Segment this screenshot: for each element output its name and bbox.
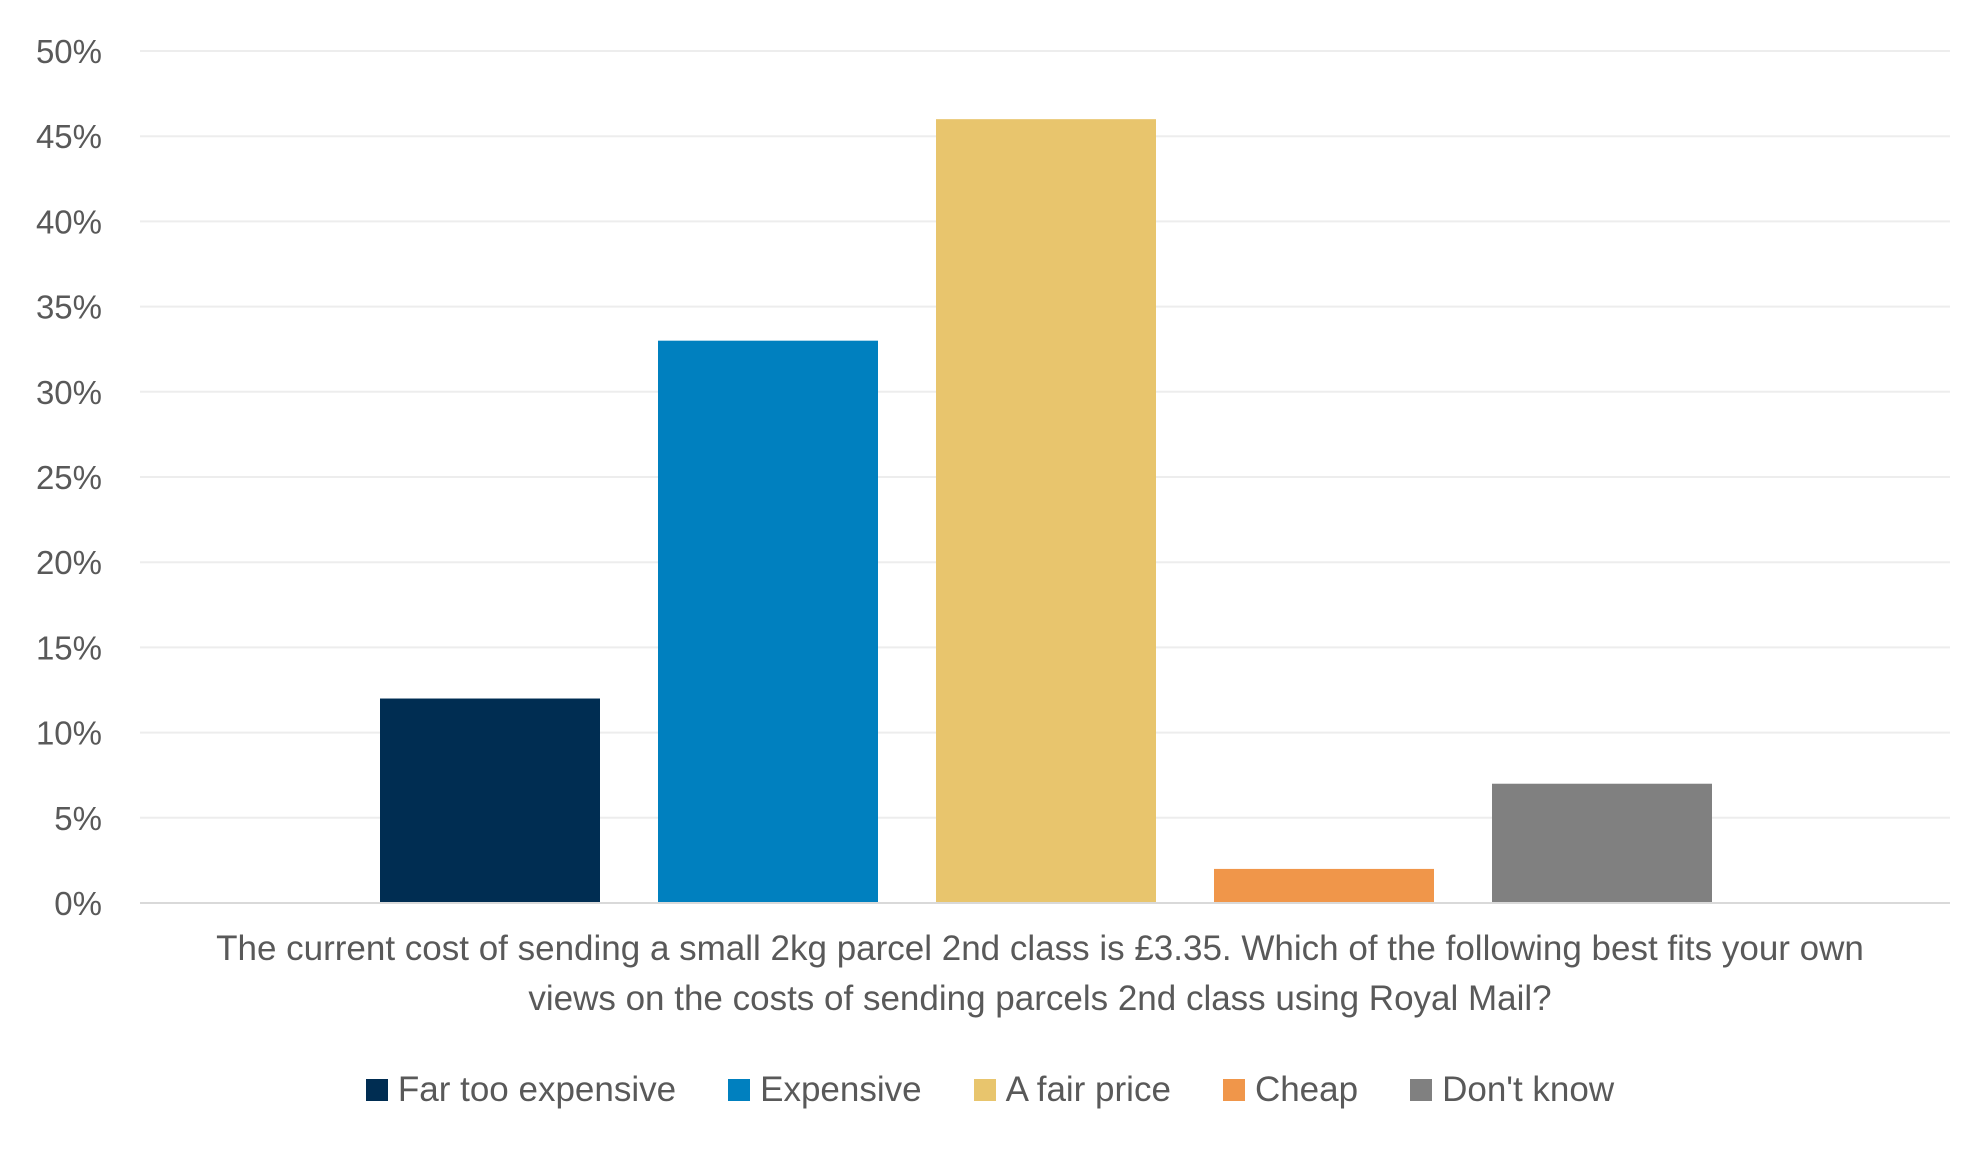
y-tick-label: 50% [36, 33, 102, 70]
y-tick-label: 40% [36, 203, 102, 240]
y-tick-label: 30% [36, 374, 102, 411]
y-tick-label: 45% [36, 118, 102, 155]
legend-swatch [728, 1079, 751, 1101]
legend-swatch [365, 1079, 388, 1101]
legend-label: Don't know [1442, 1070, 1615, 1109]
legend: Far too expensive Expensive A fair price… [0, 1070, 1980, 1110]
y-tick-label: 20% [36, 544, 102, 581]
y-axis-tick-labels: 0% 5% 10% 15% 20% 25% 30% 35% 40% 45% 50% [36, 33, 102, 922]
y-tick-label: 25% [36, 459, 102, 496]
bars [380, 119, 1712, 903]
legend-label: A fair price [1005, 1070, 1171, 1109]
bar-a-fair-price [936, 119, 1156, 903]
bar-don-t-know [1492, 783, 1712, 903]
y-tick-label: 5% [54, 800, 102, 837]
bar-far-too-expensive [380, 698, 600, 903]
legend-item-far-too-expensive: Far too expensive [365, 1070, 677, 1110]
y-tick-label: 15% [36, 629, 102, 666]
bar-expensive [658, 340, 878, 903]
legend-item-dont-know: Don't know [1410, 1070, 1614, 1110]
legend-item-cheap: Cheap [1222, 1070, 1359, 1110]
legend-label: Cheap [1254, 1070, 1359, 1109]
y-tick-label: 10% [36, 715, 102, 752]
x-axis-label-line-2: views on the costs of sending parcels 2n… [528, 979, 1551, 1018]
legend-label: Far too expensive [397, 1070, 677, 1109]
y-tick-label: 0% [54, 885, 102, 922]
x-axis-label-line-1: The current cost of sending a small 2kg … [216, 929, 1864, 968]
x-axis-label: The current cost of sending a small 2kg … [216, 929, 1864, 1018]
legend-label: Expensive [760, 1070, 922, 1109]
y-tick-label: 35% [36, 289, 102, 326]
legend-item-expensive: Expensive [728, 1070, 922, 1110]
legend-swatch [1222, 1079, 1245, 1101]
bar-cheap [1214, 868, 1434, 903]
legend-swatch [1410, 1079, 1433, 1101]
legend-item-a-fair-price: A fair price [973, 1070, 1171, 1110]
legend-swatch [973, 1079, 996, 1101]
